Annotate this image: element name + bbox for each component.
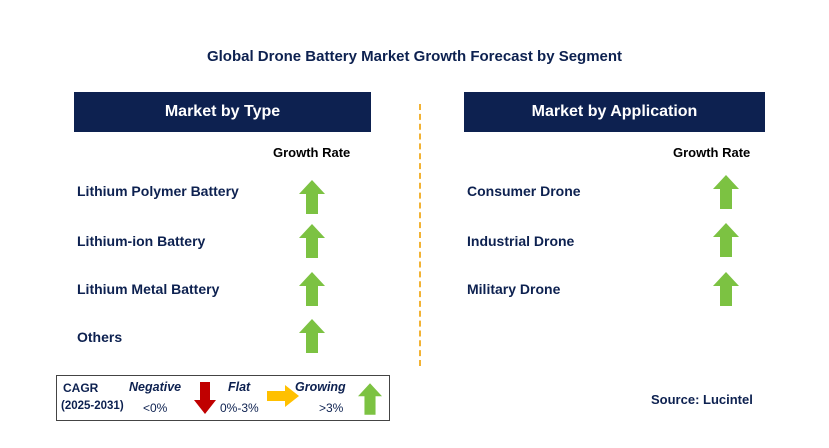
legend-period: (2025-2031) [61,400,124,412]
type-growth-rate-label: Growth Rate [273,145,351,160]
type-item-label: Lithium Polymer Battery [77,183,239,199]
growing-arrow-icon [713,175,739,209]
negative-arrow-icon [194,382,216,414]
legend-growing-label: Growing [295,380,346,394]
legend-growing-range: >3% [319,401,344,415]
growing-arrow-icon [299,180,325,214]
type-item-label: Lithium-ion Battery [77,233,206,249]
growing-arrow-icon [299,224,325,258]
growing-arrow-icon [713,223,739,257]
type-item-label: Others [77,329,123,345]
growing-arrow-icon [358,383,382,415]
legend-negative-label: Negative [129,380,182,394]
chart-title: Global Drone Battery Market Growth Forec… [206,48,623,65]
type-item-label: Lithium Metal Battery [77,281,220,297]
market-by-type-header: Market by Type [74,92,371,132]
legend-flat-label: Flat [228,380,251,394]
panel-divider [419,104,421,366]
application-item-label: Industrial Drone [467,233,575,249]
source-label: Source: Lucintel [651,392,753,407]
growing-arrow-icon [299,319,325,353]
cagr-legend: CAGR (2025-2031) Negative <0% Flat 0%-3%… [56,375,390,421]
legend-cagr-label: CAGR [63,381,99,395]
legend-negative-range: <0% [143,401,168,415]
market-by-application-header: Market by Application [464,92,765,132]
application-item-label: Military Drone [467,281,561,297]
application-growth-rate-label: Growth Rate [673,145,751,160]
application-item-label: Consumer Drone [467,183,581,199]
growing-arrow-icon [713,272,739,306]
legend-flat-range: 0%-3% [220,401,259,415]
growing-arrow-icon [299,272,325,306]
flat-arrow-icon [267,385,299,407]
